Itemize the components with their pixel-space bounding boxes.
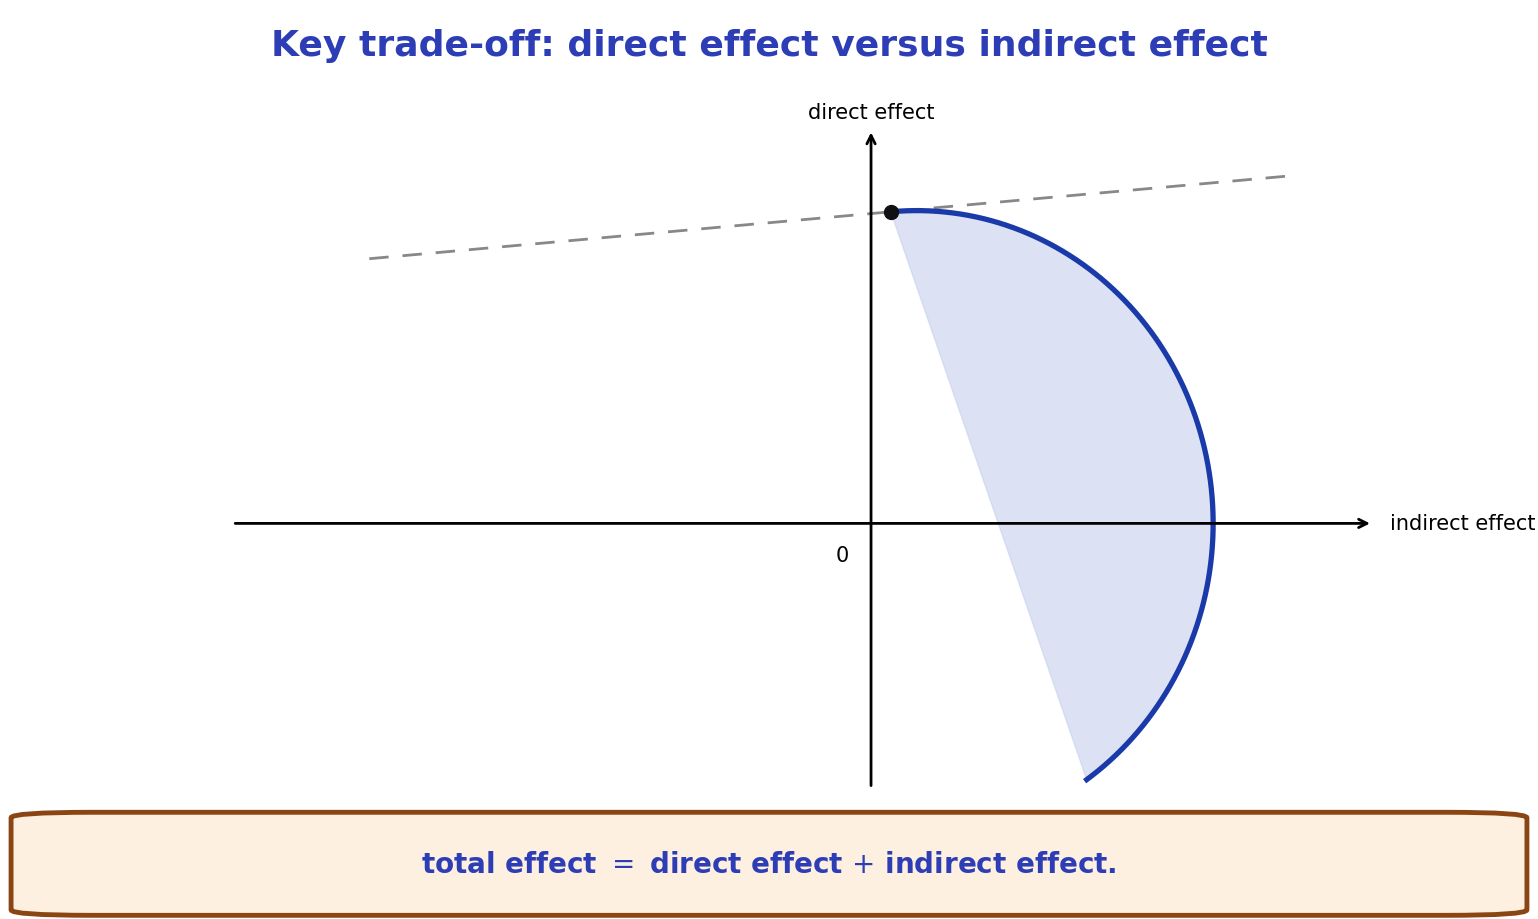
Text: indirect effect: indirect effect [1390, 514, 1535, 534]
Text: direct effect: direct effect [807, 103, 934, 123]
Text: Key trade-off: direct effect versus indirect effect: Key trade-off: direct effect versus indi… [271, 29, 1267, 62]
Point [878, 205, 903, 220]
Text: 0: 0 [835, 546, 849, 566]
Polygon shape [891, 211, 1213, 780]
Text: total effect $=$ direct effect $+$ indirect effect.: total effect $=$ direct effect $+$ indir… [421, 850, 1117, 878]
FancyBboxPatch shape [11, 812, 1527, 915]
